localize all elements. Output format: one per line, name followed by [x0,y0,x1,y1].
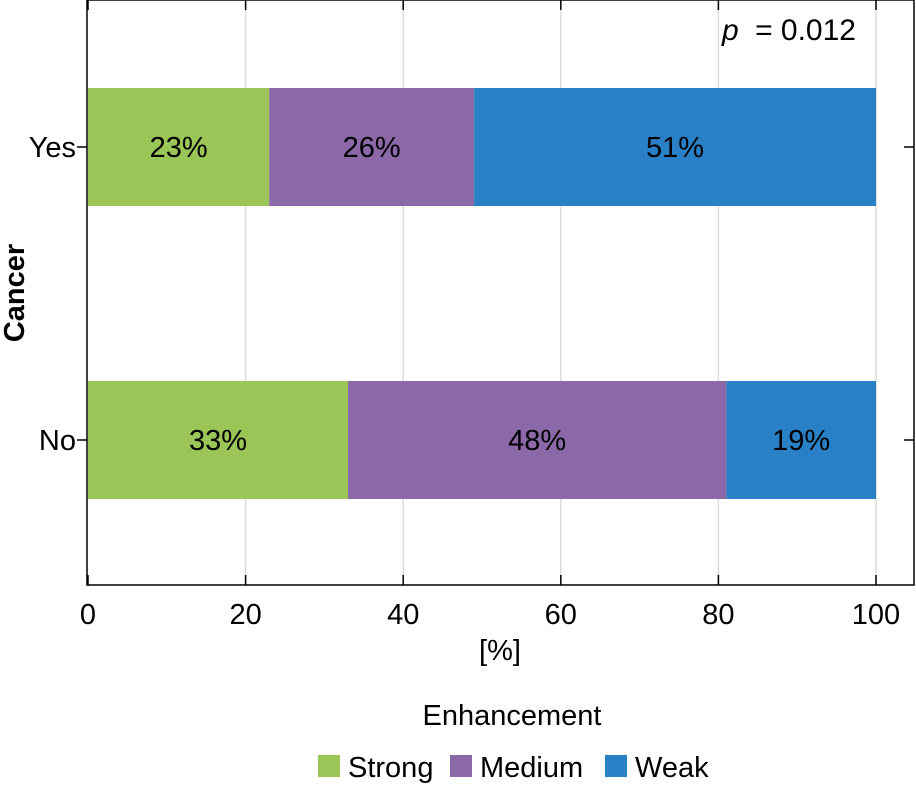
data-label: 23% [150,132,208,164]
p-value-text: = 0.012 [755,14,856,47]
bar-segment-weak [474,88,876,206]
legend-label-strong: Strong [348,752,433,784]
data-label: 19% [772,425,830,457]
y-axis-label: Cancer [0,244,31,342]
plot-frame [86,0,915,586]
legend-swatch-strong [318,755,340,777]
legend-label-weak: Weak [635,752,709,784]
ticks-layer: 0 20 40 60 80 100 Yes No [29,0,914,631]
x-tick-label: 80 [702,599,734,631]
p-value-annotation: p = 0.012 [721,14,856,47]
x-tick-label: 20 [229,599,261,631]
data-label: 51% [646,132,704,164]
data-label: 33% [189,425,247,457]
legend: Strong Medium Weak [318,752,709,784]
legend-swatch-weak [605,755,627,777]
legend-swatch-medium [450,755,472,777]
x-tick-label: 100 [852,599,900,631]
data-label: 26% [343,132,401,164]
x-tick-label: 40 [387,599,419,631]
bar-segment-medium [348,381,727,499]
x-tick-label: 60 [545,599,577,631]
bars-layer: 23% 26% 51% 33% 48% 19% [88,88,876,499]
legend-title: Enhancement [423,700,602,732]
y-tick-label: Yes [29,132,76,164]
bar-segment-strong [88,88,270,206]
x-axis-label: [%] [479,635,521,667]
legend-label-medium: Medium [480,752,583,784]
bar-segment-strong [88,381,349,499]
p-value-symbol: p [721,14,739,47]
x-tick-label: 0 [80,599,96,631]
y-tick-label: No [39,425,76,457]
data-label: 48% [508,425,566,457]
bar-segment-weak [726,381,876,499]
bar-segment-medium [269,88,475,206]
